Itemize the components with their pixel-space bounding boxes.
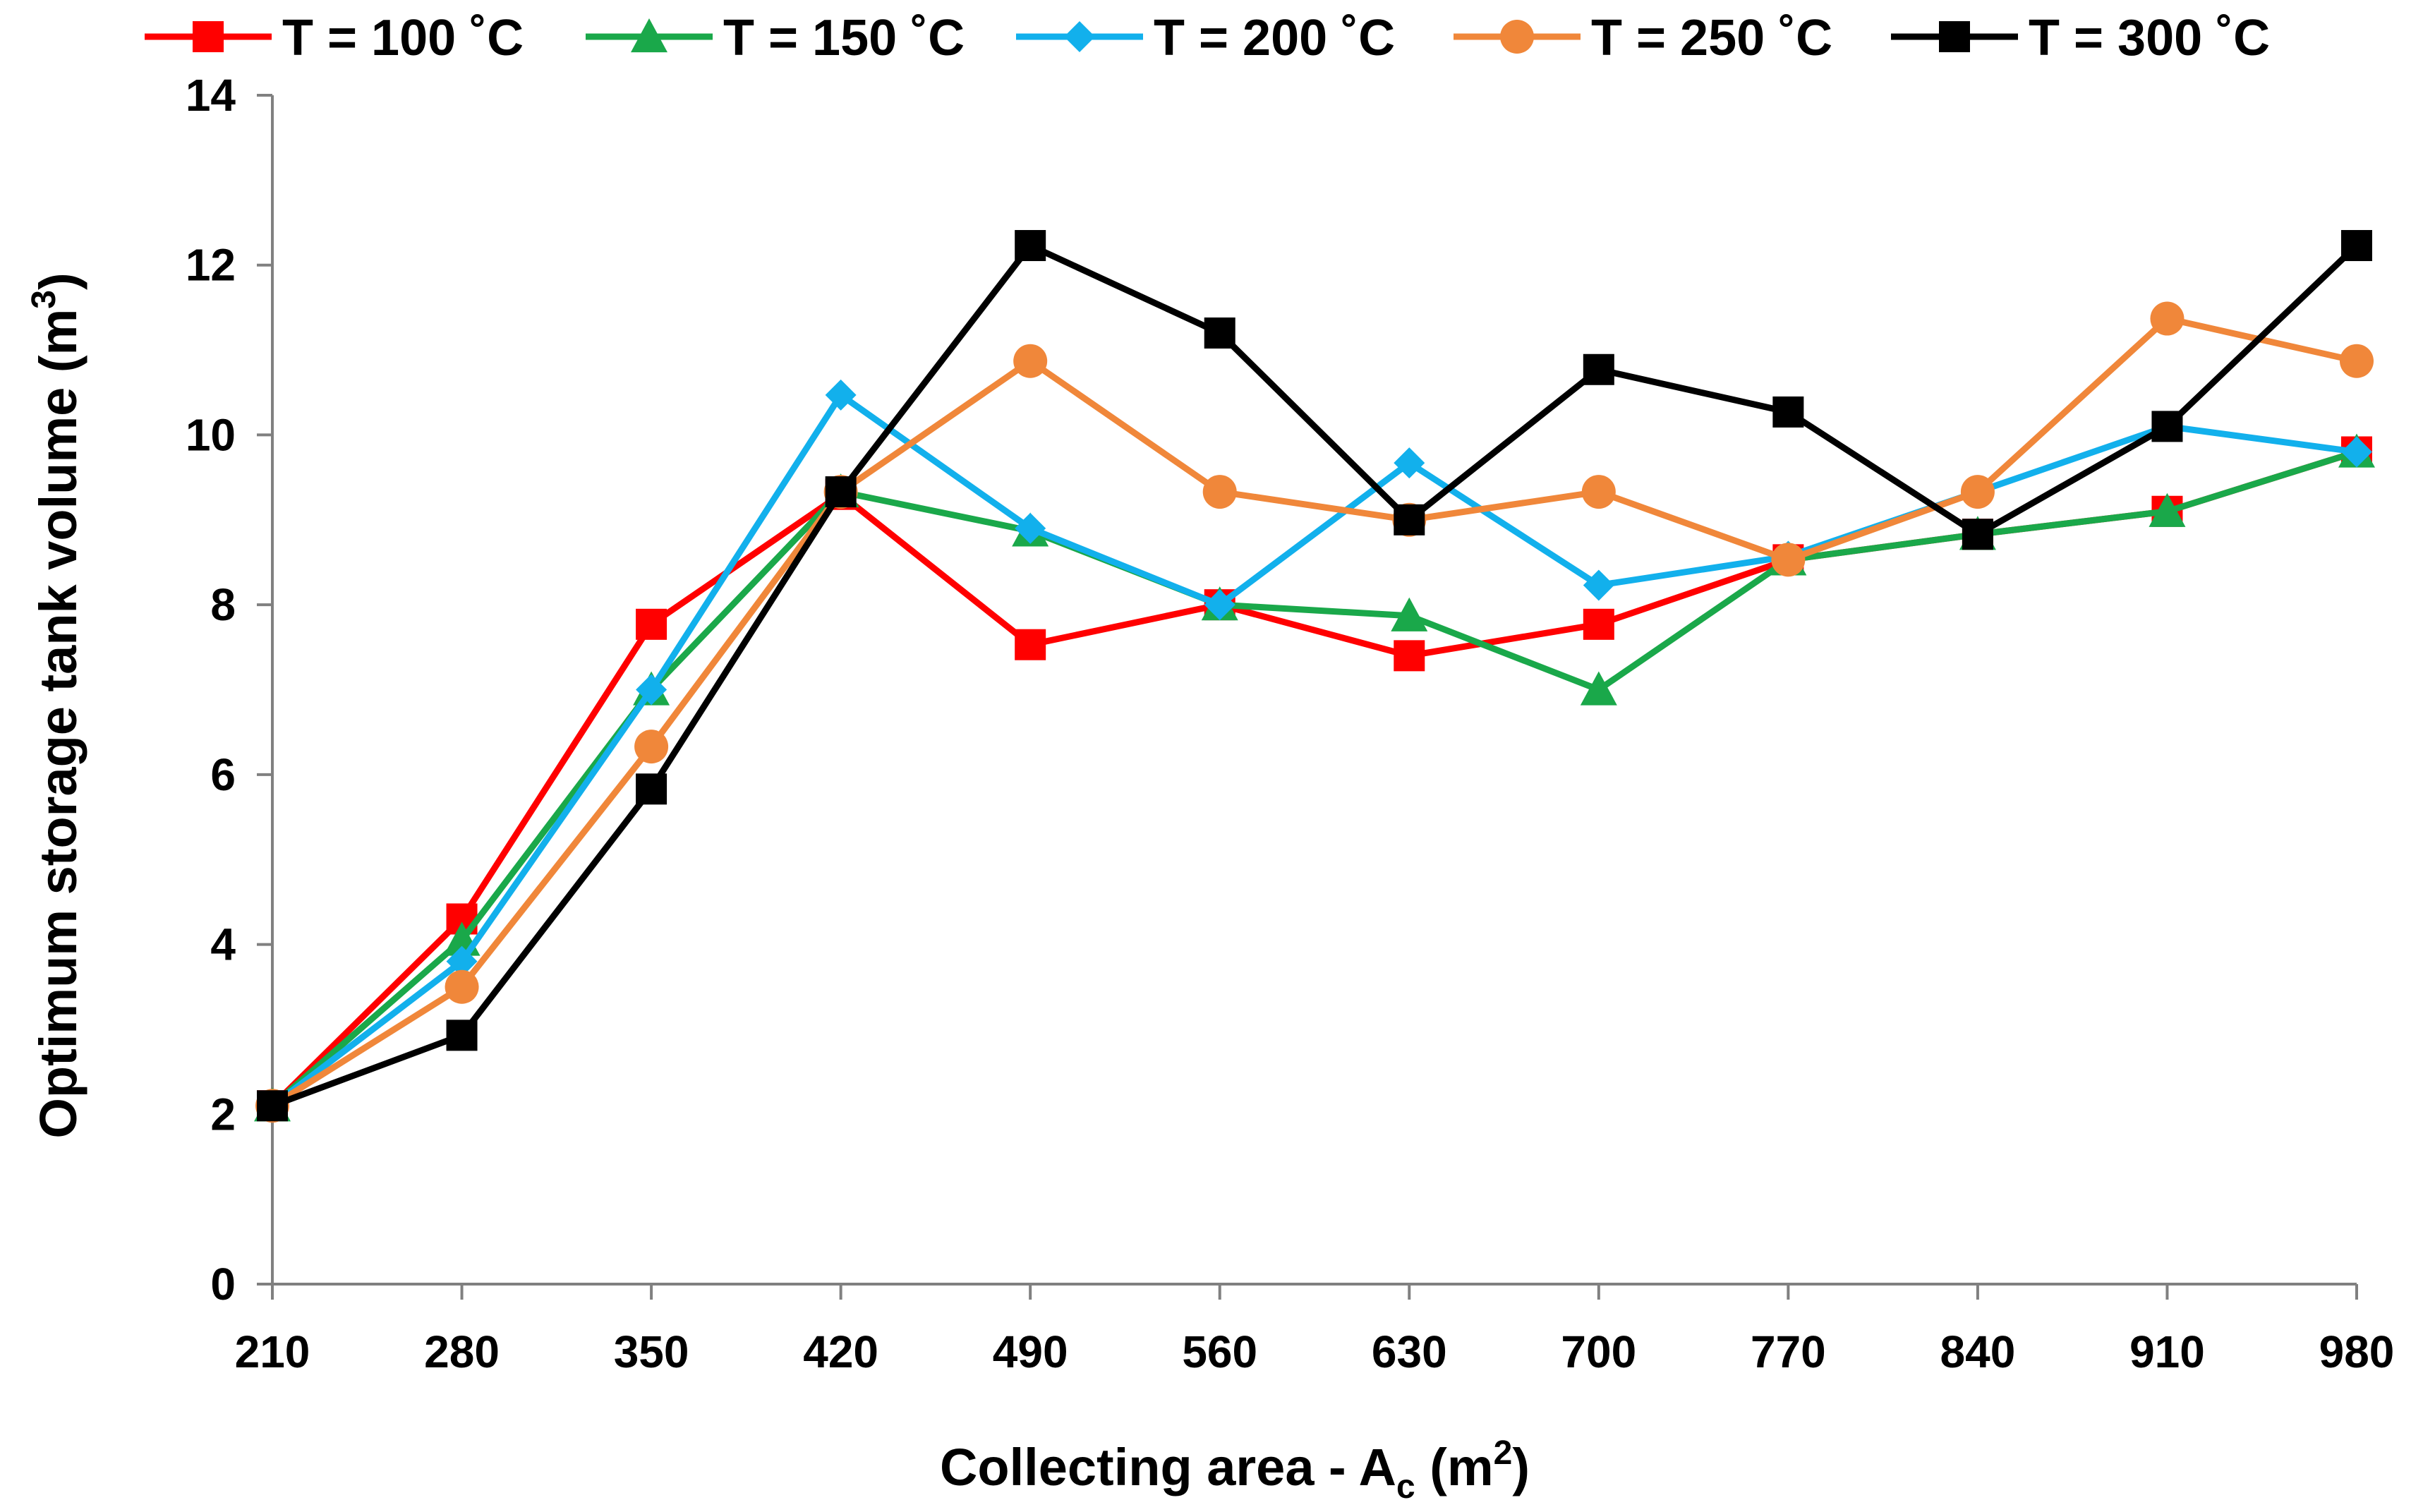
x-tick-label: 490 (993, 1326, 1068, 1377)
series-4 (255, 301, 2374, 1123)
data-point (1015, 512, 1046, 544)
legend-label: T = 250 ˚C (1591, 10, 1832, 66)
y-tick-label: 8 (210, 579, 236, 630)
x-tick-label: 420 (803, 1326, 878, 1377)
data-point (636, 608, 667, 640)
data-point (1204, 317, 1235, 349)
data-point (1394, 640, 1425, 672)
x-tick-label: 630 (1372, 1326, 1447, 1377)
legend-marker (193, 21, 224, 52)
data-point (1015, 230, 1046, 262)
data-point (1771, 543, 1806, 577)
y-tick-label: 6 (210, 749, 236, 800)
y-axis-title: Optimum storage tank volume (m3) (25, 272, 87, 1138)
series-5 (257, 230, 2372, 1122)
legend-label: T = 300 ˚C (2029, 10, 2270, 66)
legend-label: T = 150 ˚C (723, 10, 965, 66)
data-point (1204, 589, 1235, 621)
x-axis-title: Collecting area - Ac (m2) (940, 1434, 1530, 1506)
data-point (446, 1020, 478, 1051)
series-line (270, 315, 2357, 1109)
x-axis-title-subscript: c (1396, 1468, 1415, 1506)
data-point (1394, 447, 1425, 479)
series-1 (257, 436, 2372, 1122)
x-tick-label: 910 (2129, 1326, 2205, 1377)
data-point (2341, 230, 2372, 262)
x-axis-title-unit-open: (m (1415, 1438, 1494, 1496)
data-point (1015, 629, 1046, 660)
data-point (2340, 344, 2374, 378)
legend-entry: T = 250 ˚C (1454, 10, 1832, 66)
series-line (270, 392, 2357, 1108)
legend: T = 100 ˚C T = 150 ˚C T = 200 ˚C T = 250 ˚C… (145, 10, 2270, 66)
data-point (445, 969, 479, 1004)
legend-entry: T = 300 ˚C (1891, 10, 2270, 66)
data-point (1202, 475, 1237, 509)
y-tick-label: 10 (186, 409, 236, 460)
x-tick-label: 210 (235, 1326, 310, 1377)
x-tick-label: 280 (424, 1326, 500, 1377)
x-axis: 210 280 350 420 490 560 630 700 770 840 910 980 (235, 1283, 2395, 1377)
data-point (446, 945, 478, 977)
y-tick-label: 4 (210, 919, 236, 970)
y-axis-title-unit-close: ) (29, 272, 87, 290)
data-point (636, 773, 667, 805)
x-axis-title-prefix: Collecting area - A (940, 1438, 1396, 1496)
x-tick-label: 350 (614, 1326, 689, 1377)
y-axis: 0 2 4 6 8 10 12 14 (186, 70, 274, 1310)
series-line (271, 242, 2359, 1109)
data-point (1962, 519, 1993, 550)
y-tick-label: 0 (210, 1259, 236, 1310)
data-point (1583, 608, 1614, 640)
series-layer (254, 230, 2375, 1123)
y-axis-title-prefix: Optimum storage tank volume (m (29, 309, 87, 1139)
x-tick-label: 980 (2319, 1326, 2395, 1377)
data-point (257, 1090, 288, 1122)
x-tick-label: 560 (1182, 1326, 1257, 1377)
data-point (1960, 475, 1995, 509)
data-point (1391, 597, 1428, 631)
legend-marker (1500, 20, 1534, 54)
x-axis-title-superscript: 2 (1494, 1434, 1513, 1472)
legend-label: T = 100 ˚C (282, 10, 524, 66)
legend-marker (1939, 21, 1970, 52)
data-point (1772, 396, 1804, 428)
legend-marker (631, 18, 667, 53)
data-point (2151, 411, 2183, 442)
data-point (1583, 569, 1614, 601)
legend-entry: T = 100 ˚C (145, 10, 524, 66)
y-axis-title-superscript: 3 (25, 290, 63, 309)
legend-entry: T = 200 ˚C (1016, 10, 1395, 66)
data-point (825, 476, 857, 508)
data-point (636, 674, 667, 706)
y-tick-label: 14 (186, 70, 236, 121)
y-tick-label: 2 (210, 1089, 236, 1139)
data-point (1583, 353, 1614, 385)
legend-marker (1064, 21, 1095, 52)
y-tick-label: 12 (186, 240, 236, 291)
x-axis-title-unit-close: ) (1512, 1438, 1530, 1496)
legend-label: T = 200 ˚C (1154, 10, 1395, 66)
data-point (1013, 344, 1048, 378)
data-point (634, 730, 669, 764)
data-point (2150, 301, 2185, 336)
x-tick-label: 770 (1751, 1326, 1826, 1377)
data-point (1580, 671, 1617, 706)
data-point (2341, 436, 2372, 468)
data-point (2149, 492, 2186, 527)
data-point (1581, 475, 1616, 509)
x-tick-label: 840 (1940, 1326, 2016, 1377)
x-tick-label: 700 (1561, 1326, 1636, 1377)
legend-entry: T = 150 ˚C (586, 10, 965, 66)
series-line (270, 449, 2358, 1108)
data-point (825, 379, 857, 411)
data-point (1394, 504, 1425, 536)
